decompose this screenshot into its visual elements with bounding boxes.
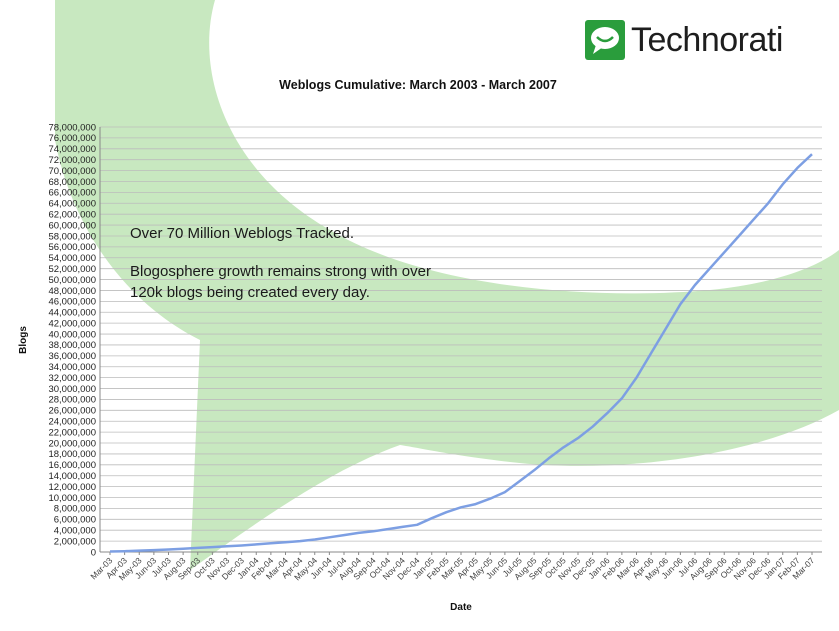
y-tick-label: 68,000,000 — [48, 177, 96, 188]
y-tick-label: 2,000,000 — [54, 536, 96, 547]
y-tick-label: 0 — [91, 547, 96, 558]
logo-wordmark: Technorati — [631, 20, 783, 59]
y-tick-label: 22,000,000 — [48, 427, 96, 438]
series-line-weblogs — [109, 153, 813, 553]
y-tick-label: 54,000,000 — [48, 253, 96, 264]
annotation-text: Over 70 Million Weblogs Tracked. Blogosp… — [130, 225, 431, 301]
y-tick-label: 8,000,000 — [54, 504, 96, 515]
y-tick-label: 12,000,000 — [48, 482, 96, 493]
annotation-line-3: 120k blogs being created every day. — [130, 284, 370, 301]
grid-lines — [100, 126, 822, 553]
y-tick-label: 30,000,000 — [48, 384, 96, 395]
y-tick-label: 62,000,000 — [48, 209, 96, 220]
y-tick-label: 46,000,000 — [48, 297, 96, 308]
y-tick-label: 70,000,000 — [48, 166, 96, 177]
annotation-line-2: Blogosphere growth remains strong with o… — [130, 263, 431, 280]
chart-title: Weblogs Cumulative: March 2003 - March 2… — [279, 78, 557, 92]
y-tick-label: 4,000,000 — [54, 526, 96, 537]
x-axis-title: Date — [450, 602, 472, 613]
y-tick-label: 26,000,000 — [48, 406, 96, 417]
y-tick-label: 52,000,000 — [48, 264, 96, 275]
y-tick-label: 48,000,000 — [48, 286, 96, 297]
y-tick-label: 28,000,000 — [48, 395, 96, 406]
y-tick-label: 36,000,000 — [48, 351, 96, 362]
y-tick-label: 72,000,000 — [48, 155, 96, 166]
y-tick-label: 56,000,000 — [48, 242, 96, 253]
technorati-logo: Technorati — [585, 20, 783, 60]
y-tick-label: 20,000,000 — [48, 438, 96, 449]
y-tick-label: 32,000,000 — [48, 373, 96, 384]
y-tick-label: 74,000,000 — [48, 144, 96, 155]
y-tick-label: 14,000,000 — [48, 471, 96, 482]
y-tick-label: 60,000,000 — [48, 220, 96, 231]
x-axis-ticks: Mar-03Apr-03May-03Jun-03Jul-03Aug-03Sep-… — [88, 552, 817, 582]
speech-bubble-icon — [585, 20, 625, 60]
y-tick-label: 66,000,000 — [48, 188, 96, 199]
y-tick-label: 6,000,000 — [54, 515, 96, 526]
y-axis-ticks: 02,000,0004,000,0006,000,0008,000,00010,… — [48, 122, 96, 558]
y-tick-label: 78,000,000 — [48, 122, 96, 133]
y-tick-label: 42,000,000 — [48, 318, 96, 329]
y-tick-label: 16,000,000 — [48, 460, 96, 471]
annotation-line-1: Over 70 Million Weblogs Tracked. — [130, 225, 354, 242]
y-tick-label: 18,000,000 — [48, 449, 96, 460]
swoosh-shape — [55, 0, 839, 570]
y-tick-label: 50,000,000 — [48, 275, 96, 286]
y-axis-title: Blogs — [18, 326, 29, 354]
y-tick-label: 64,000,000 — [48, 199, 96, 210]
y-tick-label: 34,000,000 — [48, 362, 96, 373]
y-tick-label: 24,000,000 — [48, 417, 96, 428]
y-tick-label: 38,000,000 — [48, 340, 96, 351]
y-tick-label: 76,000,000 — [48, 133, 96, 144]
y-tick-label: 44,000,000 — [48, 308, 96, 319]
y-tick-label: 58,000,000 — [48, 231, 96, 242]
y-tick-label: 40,000,000 — [48, 329, 96, 340]
y-tick-label: 10,000,000 — [48, 493, 96, 504]
